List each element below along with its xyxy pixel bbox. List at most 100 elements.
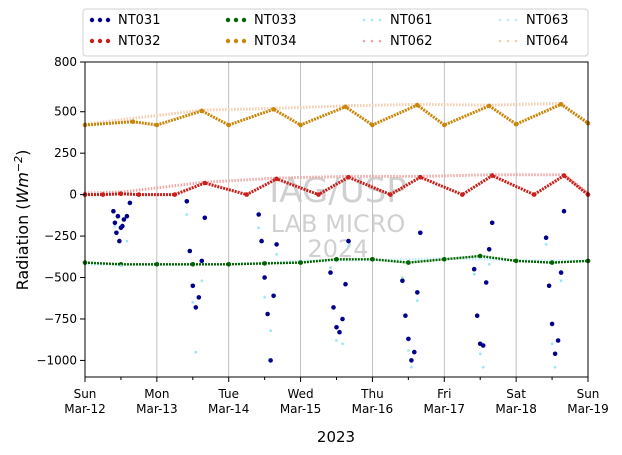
data-point: [406, 336, 411, 342]
data-point: [244, 192, 249, 197]
data-point: [403, 313, 408, 319]
data-point: [331, 305, 336, 310]
data-point: [298, 260, 303, 265]
legend-marker: [506, 39, 510, 43]
data-point: [202, 215, 208, 221]
data-point: [100, 192, 106, 197]
legend-label: NT064: [526, 34, 568, 49]
x-axis: SunMar-12MonMar-13TueMar-14WedMar-15ThuM…: [64, 377, 609, 416]
x-tick-day-label: Wed: [287, 387, 313, 401]
data-point: [226, 262, 231, 267]
data-point: [202, 180, 208, 186]
data-point: [415, 299, 419, 303]
data-point: [194, 350, 198, 354]
x-tick-date-label: Mar-15: [280, 402, 321, 416]
data-point: [257, 226, 261, 230]
series-nt032: [82, 173, 591, 197]
data-point: [471, 266, 477, 272]
data-point: [558, 102, 564, 107]
data-point: [185, 213, 189, 216]
data-point: [191, 301, 195, 304]
legend-marker: [362, 18, 366, 22]
x-tick-date-label: Mar-18: [495, 402, 536, 416]
data-point: [121, 217, 127, 222]
legend-label: NT063: [526, 13, 568, 28]
data-point: [549, 321, 555, 327]
y-axis-label-prefix: Radiation (: [13, 203, 32, 290]
data-point: [487, 262, 491, 266]
data-point: [415, 102, 420, 108]
data-point: [407, 349, 410, 352]
data-point: [329, 266, 332, 269]
data-point: [263, 296, 266, 299]
data-point: [262, 261, 267, 266]
data-point: [561, 173, 567, 178]
data-point: [418, 230, 423, 236]
legend-label: NT033: [254, 13, 296, 28]
data-point: [335, 339, 338, 342]
data-point: [275, 252, 278, 256]
legend-marker: [241, 17, 247, 23]
data-point: [124, 213, 130, 219]
legend-marker: [105, 17, 111, 23]
y-tick-label: −250: [44, 229, 77, 243]
legend-item-nt063: NT063: [498, 13, 568, 28]
legend-marker: [225, 38, 231, 44]
data-point: [489, 220, 495, 226]
data-point: [127, 200, 133, 206]
data-point: [415, 290, 420, 295]
data-point: [346, 174, 351, 180]
data-point: [226, 122, 231, 128]
data-point: [184, 199, 190, 204]
data-point: [442, 257, 447, 262]
data-point: [546, 283, 552, 289]
data-point: [481, 365, 485, 369]
data-point: [187, 248, 193, 254]
data-point: [513, 121, 519, 127]
y-tick-label: 250: [54, 146, 77, 160]
x-axis-label: 2023: [317, 428, 355, 446]
data-point: [477, 253, 483, 259]
legend-marker: [233, 17, 239, 23]
data-point: [316, 192, 321, 197]
series-nt061: [113, 213, 563, 369]
data-point: [190, 262, 196, 267]
data-point: [199, 258, 205, 264]
legend-item-nt031: NT031: [89, 13, 160, 28]
legend-marker: [105, 38, 111, 44]
legend-marker: [97, 17, 103, 23]
series-nt034: [82, 102, 591, 128]
x-tick-day-label: Sun: [577, 387, 600, 401]
legend-marker: [225, 17, 231, 23]
data-point: [555, 338, 561, 343]
legend-marker: [233, 38, 239, 44]
y-tick-label: 800: [54, 55, 77, 69]
data-point: [558, 270, 564, 275]
data-point: [271, 107, 276, 112]
x-tick-day-label: Thu: [360, 387, 384, 401]
data-point: [190, 283, 196, 289]
legend-marker: [378, 39, 382, 43]
data-point: [200, 279, 204, 283]
data-point: [271, 293, 276, 299]
data-point: [544, 243, 548, 246]
data-point: [388, 192, 393, 197]
x-tick-date-label: Mar-19: [567, 402, 608, 416]
legend-marker: [89, 38, 95, 44]
x-tick-date-label: Mar-17: [424, 402, 465, 416]
data-point: [298, 122, 303, 128]
legend-marker: [498, 18, 502, 22]
y-tick-label: −1000: [36, 353, 77, 367]
y-tick-label: 0: [69, 188, 77, 202]
series-line: [84, 101, 589, 126]
data-point: [478, 352, 482, 356]
legend-marker: [514, 39, 518, 43]
legend: NT031 NT032 NT033 NT034 NT061 NT062 NT063 NT064: [82, 8, 589, 57]
series-nt031: [111, 199, 567, 363]
data-point: [112, 220, 118, 226]
series-line: [84, 254, 589, 266]
data-point: [120, 223, 125, 229]
legend-item-nt034: NT034: [225, 34, 296, 49]
legend-marker: [97, 38, 103, 44]
